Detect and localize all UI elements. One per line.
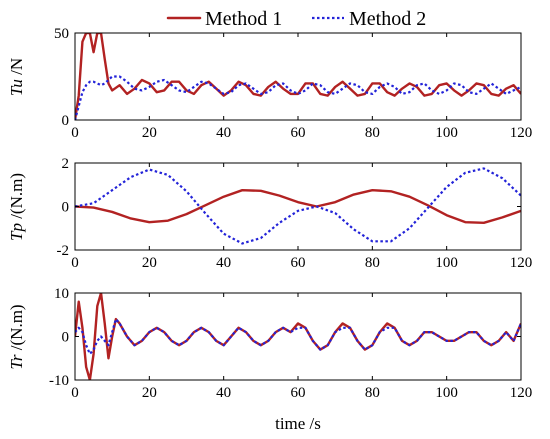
- series-line-1: [75, 293, 521, 380]
- axes-frame: [74, 292, 522, 381]
- x-tick-label: 100: [435, 385, 458, 401]
- x-tick-label: 120: [510, 385, 533, 401]
- x-tick-label: 40: [216, 385, 231, 401]
- x-tick-label: 40: [216, 125, 231, 141]
- axes-frame: [74, 162, 522, 251]
- y-axis-label-symbol: Tu: [7, 79, 26, 96]
- series-line-2: [75, 75, 521, 120]
- x-axis-label: time /s: [275, 414, 321, 433]
- series-line-1: [75, 33, 521, 120]
- x-tick-label: 120: [510, 255, 533, 271]
- y-tick-label: 10: [54, 286, 69, 302]
- panel-1: 0 20 40 60 80 100 120 0 50 Tu /N: [7, 26, 532, 141]
- x-tick-label: 100: [435, 125, 458, 141]
- x-tick-label: 60: [291, 385, 306, 401]
- legend-label-2: Method 2: [349, 8, 426, 30]
- y-axis-label-unit: /N: [7, 58, 26, 79]
- plot-area: [75, 293, 521, 380]
- y-axis-label-unit: /(N.m): [7, 173, 26, 223]
- x-tick-label: 20: [142, 125, 157, 141]
- x-tick-label: 60: [291, 255, 306, 271]
- y-axis-label: Tu /N: [7, 58, 26, 96]
- x-tick-label: 40: [216, 255, 231, 271]
- y-axis-label: Tp /(N.m): [7, 173, 26, 241]
- series-line-2: [75, 318, 521, 355]
- plot-area: [75, 167, 521, 245]
- plot-area: [75, 33, 521, 120]
- x-tick-label: 20: [142, 255, 157, 271]
- x-tick-label: 80: [365, 255, 380, 271]
- y-axis-label: Tr /(N.m): [7, 304, 26, 369]
- y-tick-label: 0: [62, 113, 70, 129]
- y-axis-label-symbol: Tp: [7, 223, 26, 241]
- x-tick-label: 20: [142, 385, 157, 401]
- legend: Method 1 Method 2: [166, 8, 426, 30]
- y-tick-label: -2: [57, 243, 70, 259]
- y-tick-label: 2: [62, 156, 70, 172]
- y-axis-label-unit: /(N.m): [7, 304, 26, 354]
- x-tick-label: 0: [71, 385, 79, 401]
- y-tick-label: 50: [54, 26, 69, 42]
- axes-frame: [74, 32, 522, 121]
- x-tick-label: 0: [71, 125, 79, 141]
- legend-label-1: Method 1: [205, 8, 282, 30]
- x-tick-label: 120: [510, 125, 533, 141]
- x-tick-label: 80: [365, 385, 380, 401]
- x-tick-label: 100: [435, 255, 458, 271]
- x-tick-label: 60: [291, 125, 306, 141]
- y-axis-label-symbol: Tr: [7, 354, 26, 370]
- x-tick-label: 80: [365, 125, 380, 141]
- y-tick-label: 0: [62, 330, 70, 346]
- x-tick-label: 0: [71, 255, 79, 271]
- y-tick-label: -10: [49, 373, 69, 389]
- series-line-1: [75, 188, 521, 225]
- y-tick-label: 0: [62, 200, 70, 216]
- series-line-2: [75, 167, 521, 245]
